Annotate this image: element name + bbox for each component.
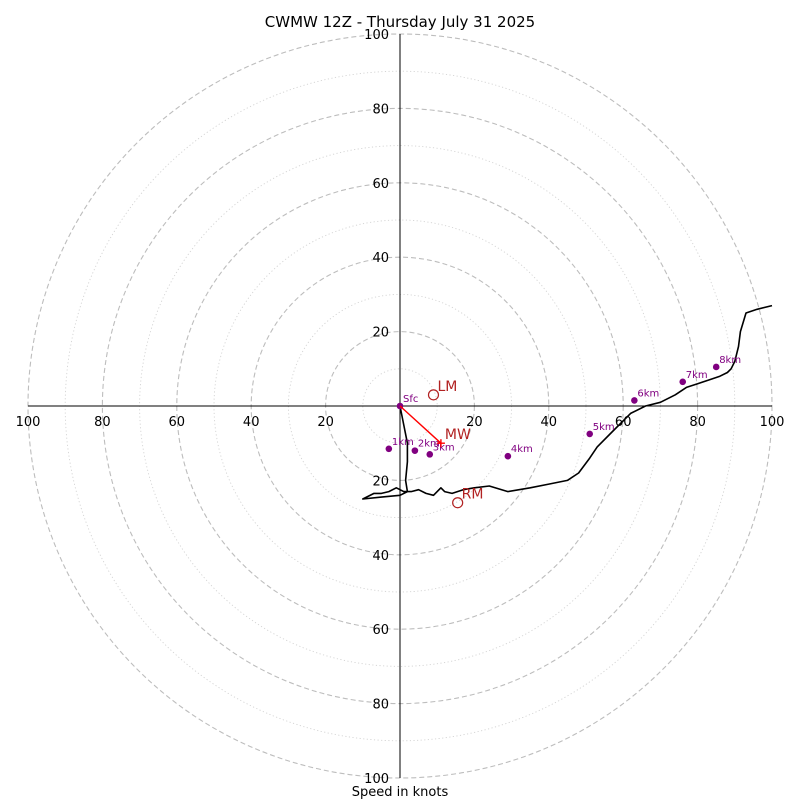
storm-motion-label: RM [462,487,484,503]
y-tick-label: 40 [372,549,389,564]
height-marker-label: 4km [511,444,533,455]
storm-motion-markers: LM MW RM [399,379,484,509]
height-marker-label: 2km [418,439,440,450]
storm-motion-marker [452,497,464,509]
height-marker-dot [631,397,638,404]
y-tick-label: 100 [364,772,389,787]
x-tick-label: 80 [94,415,111,430]
y-tick-label: 20 [372,474,389,489]
storm-motion-label: MW [445,427,471,443]
x-tick-label: 100 [760,415,785,430]
y-tick-label: 80 [372,102,389,117]
x-tick-label: 80 [689,415,706,430]
y-tick-label: 100 [364,28,389,43]
x-tick-label: 20 [317,415,334,430]
x-tick-label: 60 [169,415,186,430]
y-tick-label: 60 [372,177,389,192]
storm-motion-marker [427,389,440,401]
hodograph-line [361,304,773,500]
y-tick-label: 40 [372,251,389,266]
height-marker-dot [586,430,594,438]
height-marker-dot [679,378,687,386]
y-tick-label: 80 [372,698,389,713]
height-marker-dot [385,445,393,453]
height-marker-label: 6km [637,388,659,399]
height-marker-label: 1km [392,437,414,448]
x-tick-label: 40 [243,415,260,430]
height-marker-label: 5km [593,422,615,433]
chart-title: CWMW 12Z - Thursday July 31 2025 [265,13,535,31]
height-marker-dot [426,451,434,458]
y-tick-label: 20 [372,326,389,341]
height-marker-dot [712,363,720,371]
height-marker-label: 3km [433,442,455,453]
x-tick-label: 100 [16,415,41,430]
x-tick-label: 20 [466,415,483,430]
height-marker-label: 7km [686,370,708,381]
x-tick-label: 40 [541,415,558,430]
hodograph-trace [361,304,773,500]
height-marker-label: 8km [719,355,741,366]
mean-wind-vector [399,405,442,444]
y-tick-label: 60 [372,623,389,638]
height-marker-dot [411,447,419,454]
x-tick-label: 60 [615,415,632,430]
height-marker-dot [504,452,512,460]
tick-labels: 100 80 60 40 20 20 40 60 80 100 100 80 60 40 20 20 40 60 8… [16,28,785,787]
storm-motion-label: LM [437,379,457,395]
x-axis-label: Speed in knots [352,785,449,800]
height-marker-label: Sfc [403,394,418,405]
